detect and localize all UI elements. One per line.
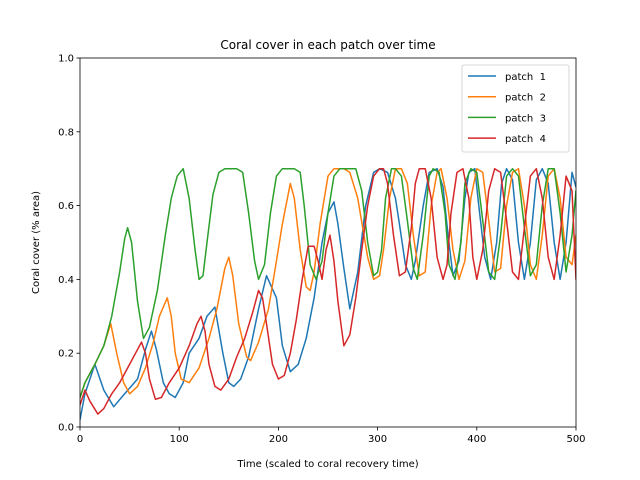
x-tick-label: 300 [368, 434, 387, 445]
x-tick-label: 500 [566, 434, 585, 445]
y-tick-label: 0.2 [58, 349, 74, 360]
chart-title: Coral cover in each patch over time [220, 38, 435, 52]
x-tick-label: 200 [269, 434, 288, 445]
y-tick-label: 0.6 [58, 201, 74, 212]
x-tick-label: 400 [467, 434, 486, 445]
plot-series [80, 167, 576, 421]
legend-box [461, 64, 570, 153]
legend-label: patch 2 [505, 93, 546, 104]
y-tick-label: 0.8 [58, 127, 74, 138]
x-axis-label: Time (scaled to coral recovery time) [236, 459, 418, 470]
x-tick-label: 100 [170, 434, 189, 445]
legend: patch 1 patch 2 patch 3 patch 4 [461, 64, 570, 153]
x-axis: 0 100 200 300 400 500 [77, 427, 586, 445]
series-line-patch-1 [80, 167, 576, 421]
plot-frame [79, 57, 577, 428]
x-tick-label: 0 [77, 434, 83, 445]
y-axis-label: Coral cover (% area) [31, 191, 42, 294]
y-tick-label: 1.0 [58, 54, 74, 65]
series-line-patch-4 [80, 167, 576, 415]
legend-label: patch 4 [505, 134, 546, 145]
y-axis: 0.0 0.2 0.4 0.6 0.8 1.0 [58, 54, 80, 434]
legend-label: patch 3 [505, 113, 546, 124]
series-line-patch-3 [80, 167, 576, 399]
y-tick-label: 0.0 [58, 423, 74, 434]
y-tick-label: 0.4 [58, 275, 74, 286]
legend-label: patch 1 [505, 72, 546, 83]
series-line-patch-2 [80, 167, 576, 399]
